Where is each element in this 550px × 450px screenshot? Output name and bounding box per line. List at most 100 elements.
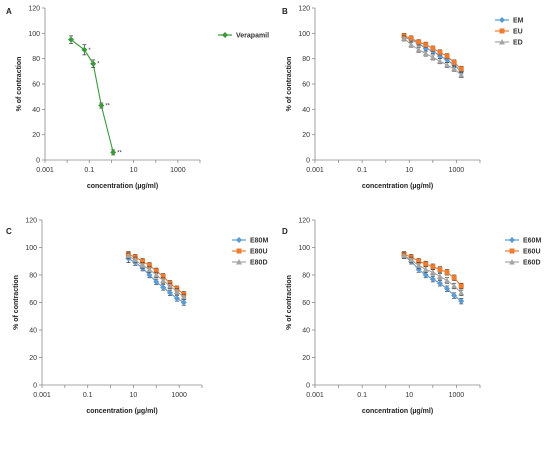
x-tick-label: 10 (130, 167, 138, 174)
data-point (81, 46, 88, 53)
significance-mark: ** (105, 104, 110, 110)
legend-label: E60M (523, 238, 541, 245)
legend-label: E80M (250, 238, 268, 245)
data-point (451, 292, 458, 299)
data-point (401, 35, 408, 41)
data-point (160, 284, 167, 291)
data-point (98, 102, 105, 109)
data-point (451, 59, 457, 65)
data-point (416, 39, 422, 45)
data-point (444, 277, 451, 283)
y-tick-label: 80 (32, 56, 40, 63)
legend-label: EM (513, 18, 524, 25)
data-point (422, 50, 429, 57)
data-point (422, 266, 429, 272)
legend-label: E60U (523, 249, 541, 256)
y-axis-label: % of contraction (286, 57, 293, 112)
data-point (146, 266, 153, 272)
data-point (139, 262, 146, 268)
y-tick-label: 100 (298, 31, 310, 38)
significance-mark: ** (117, 150, 122, 156)
data-point (110, 149, 117, 156)
legend-marker (509, 259, 515, 265)
data-point (451, 65, 458, 72)
data-point (430, 264, 436, 270)
x-tick-label: 1000 (449, 392, 465, 399)
legend-marker (499, 17, 505, 23)
data-point (160, 273, 166, 279)
data-point (90, 60, 97, 67)
y-tick-label: 100 (28, 31, 40, 38)
y-axis-label: % of contraction (16, 57, 23, 112)
x-axis-label: concentration (µg/ml) (87, 183, 158, 190)
x-tick-label: 0.001 (36, 167, 54, 174)
data-point (408, 256, 415, 263)
data-point (422, 272, 429, 278)
legend-marker (236, 237, 242, 243)
y-tick-label: 120 (25, 218, 37, 225)
chart-panel: A 0 20 40 60 80 100 120 0.001 0.1 10 1000 concentrat… (6, 6, 269, 191)
data-point (458, 283, 464, 289)
data-point (146, 262, 152, 268)
y-tick-label: 0 (36, 158, 40, 165)
data-point (146, 272, 153, 278)
legend-label: ED (513, 40, 523, 47)
x-tick-label: 0.001 (33, 392, 51, 399)
y-tick-label: 100 (25, 245, 37, 252)
panel-label: A (6, 7, 12, 16)
chart-panel: D 0 20 40 60 80 100 120 0.001 0.1 10 1000 concentrat… (282, 218, 541, 416)
x-tick-label: 0.1 (357, 167, 367, 174)
legend-label: E80D (250, 260, 268, 267)
y-tick-label: 60 (302, 82, 310, 89)
y-tick-label: 60 (29, 300, 37, 307)
y-tick-label: 60 (302, 300, 310, 307)
legend-marker (499, 39, 505, 45)
x-tick-label: 0.001 (306, 392, 324, 399)
x-axis-label: concentration (µg/ml) (362, 183, 433, 190)
panel-label: D (282, 227, 288, 236)
legend-marker (499, 28, 505, 34)
y-tick-label: 40 (302, 107, 310, 114)
panel-label: C (6, 227, 12, 236)
legend-label: E60D (523, 260, 541, 267)
legend-marker (236, 259, 242, 265)
data-point (458, 72, 465, 78)
data-point (180, 299, 187, 306)
y-tick-label: 0 (33, 383, 37, 390)
y-tick-label: 100 (298, 245, 310, 252)
data-point (429, 54, 436, 60)
x-tick-label: 10 (130, 392, 138, 399)
x-tick-label: 0.001 (306, 167, 324, 174)
data-point (160, 277, 167, 283)
y-tick-label: 40 (32, 107, 40, 114)
data-point (451, 275, 457, 281)
data-point (436, 273, 443, 279)
data-point (444, 53, 450, 59)
y-tick-label: 120 (28, 6, 40, 13)
data-point (458, 66, 464, 72)
data-point (125, 252, 132, 259)
legend-label: E80U (250, 249, 268, 256)
x-axis-label: concentration (µg/ml) (86, 408, 157, 415)
chart-panel: B 0 20 40 60 80 100 120 0.001 0.1 10 1000 concentrat… (282, 6, 524, 191)
x-tick-label: 10 (405, 167, 413, 174)
data-point (458, 289, 465, 296)
data-point (415, 46, 422, 53)
legend-marker (236, 248, 242, 254)
y-tick-label: 40 (29, 328, 37, 335)
data-point (401, 252, 408, 259)
x-tick-label: 0.1 (83, 392, 93, 399)
data-point (153, 272, 160, 278)
y-tick-label: 60 (32, 82, 40, 89)
x-tick-label: 1000 (449, 167, 465, 174)
x-axis-label: concentration (µg/ml) (362, 408, 433, 415)
y-tick-label: 0 (306, 383, 310, 390)
data-point (451, 283, 458, 289)
legend-label: EU (513, 29, 523, 36)
data-point (153, 268, 159, 274)
y-tick-label: 120 (298, 218, 310, 225)
series-group (401, 252, 465, 296)
data-point (430, 46, 436, 52)
data-point (423, 261, 429, 267)
